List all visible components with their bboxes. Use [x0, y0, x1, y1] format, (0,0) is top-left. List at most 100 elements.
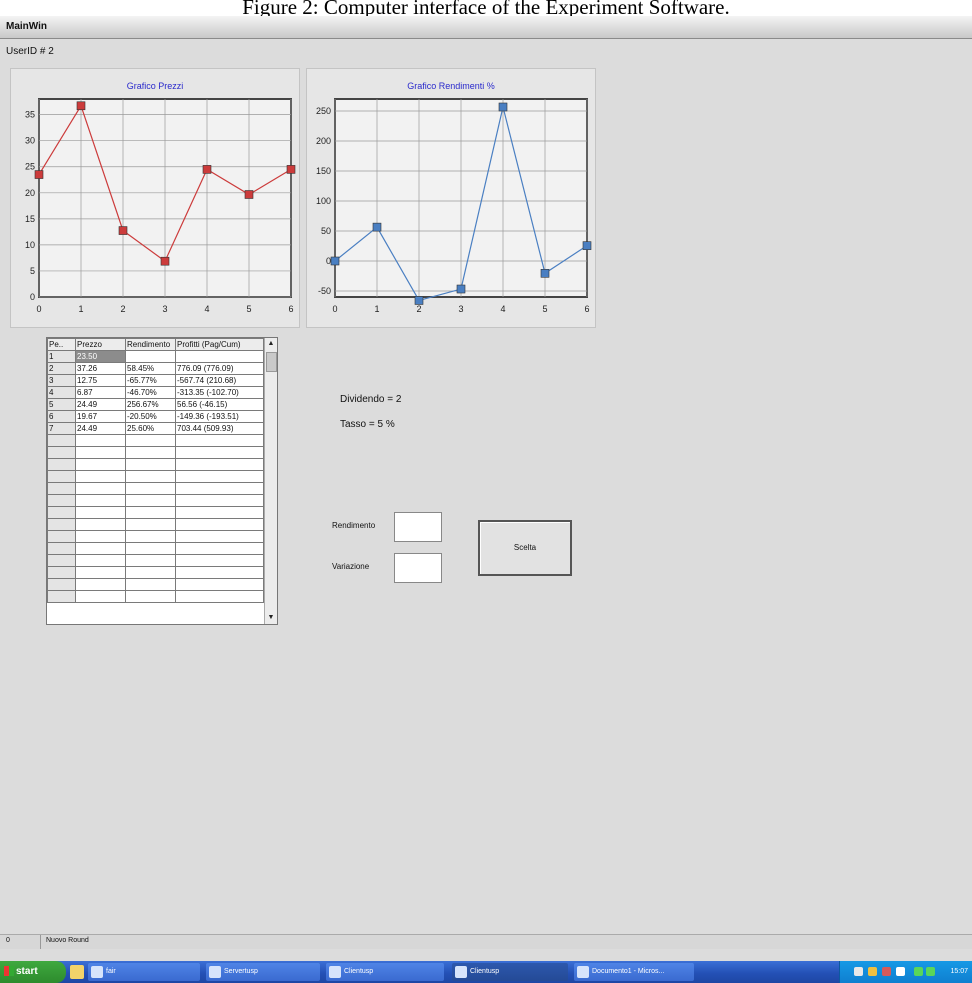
- column-header[interactable]: Rendimento: [125, 338, 176, 351]
- figure-caption: Figure 2: Computer interface of the Expe…: [242, 0, 730, 16]
- antivirus-icon[interactable]: [882, 967, 891, 976]
- empty-cell: [125, 446, 176, 459]
- variazione-input[interactable]: [394, 553, 442, 583]
- table-row[interactable]: [47, 458, 264, 471]
- rate-label: Tasso = 5 %: [340, 419, 395, 430]
- x-tick-label: 5: [246, 304, 251, 314]
- taskbar-item-servertusp[interactable]: Servertusp: [206, 963, 320, 981]
- rendimento-input[interactable]: [394, 512, 442, 542]
- start-button[interactable]: start: [0, 961, 66, 983]
- scroll-thumb[interactable]: [266, 352, 277, 372]
- empty-cell: [47, 578, 76, 591]
- table-row[interactable]: [47, 566, 264, 579]
- row-number-cell: 5: [47, 398, 76, 411]
- empty-cell: [125, 590, 176, 603]
- row-number-cell: 1: [47, 350, 76, 363]
- scroll-up-arrow-icon[interactable]: ▲: [267, 340, 275, 347]
- x-tick-label: 0: [332, 304, 337, 314]
- table-row[interactable]: 1 23.50: [47, 350, 264, 363]
- table-row[interactable]: [47, 470, 264, 483]
- data-point: [498, 102, 508, 112]
- empty-cell: [75, 458, 126, 471]
- empty-cell: [125, 506, 176, 519]
- table-row[interactable]: [47, 506, 264, 519]
- table-cell: [175, 350, 264, 363]
- empty-cell: [125, 482, 176, 495]
- table-row[interactable]: 4 6.87 -46.70% -313.35 (-102.70): [47, 386, 264, 399]
- table-row[interactable]: 5 24.49 256.67% 56.56 (-46.15): [47, 398, 264, 411]
- table-row[interactable]: 6 19.67 -20.50% -149.36 (-193.51): [47, 410, 264, 423]
- network-icon[interactable]: [854, 967, 863, 976]
- empty-cell: [175, 542, 264, 555]
- quick-launch-folder-icon[interactable]: [70, 965, 84, 979]
- empty-cell: [47, 482, 76, 495]
- security-icon[interactable]: [868, 967, 877, 976]
- table-cell: 56.56 (-46.15): [175, 398, 264, 411]
- empty-cell: [125, 458, 176, 471]
- title-bar[interactable]: MainWin: [0, 16, 972, 39]
- column-header[interactable]: Profitti (Pag/Cum): [175, 338, 264, 351]
- empty-cell: [75, 494, 126, 507]
- table-row[interactable]: [47, 578, 264, 591]
- taskbar-item-document[interactable]: Documento1 - Micros...: [574, 963, 694, 981]
- column-header[interactable]: Prezzo: [75, 338, 126, 351]
- y-tick-label: 100: [316, 196, 331, 206]
- x-tick-label: 2: [120, 304, 125, 314]
- column-header[interactable]: Pe..: [47, 338, 76, 351]
- x-tick-label: 5: [542, 304, 547, 314]
- taskbar-item-clientusp-1[interactable]: Clientusp: [326, 963, 444, 981]
- table-row[interactable]: [47, 482, 264, 495]
- table-row[interactable]: [47, 518, 264, 531]
- status-green-icon[interactable]: [914, 967, 923, 976]
- taskbar-item-fair[interactable]: fair: [88, 963, 200, 981]
- table-row[interactable]: 2 37.26 58.45% 776.09 (776.09): [47, 362, 264, 375]
- empty-cell: [125, 554, 176, 567]
- table-row[interactable]: 7 24.49 25.60% 703.44 (509.93): [47, 422, 264, 435]
- data-point: [372, 222, 382, 232]
- window-title: MainWin: [6, 21, 48, 32]
- rendimento-label: Rendimento: [332, 521, 376, 530]
- table-row[interactable]: [47, 434, 264, 447]
- empty-cell: [75, 590, 126, 603]
- table-row[interactable]: [47, 446, 264, 459]
- table-header-row: Pe.. Prezzo Rendimento Profitti (Pag/Cum): [47, 338, 264, 351]
- y-tick-label: -50: [318, 286, 331, 296]
- price-chart: Grafico Prezzi 0 5 10 15 20 25 30 35 0 1 2 3 4 5 6: [25, 81, 296, 314]
- empty-cell: [175, 590, 264, 603]
- table-row[interactable]: [47, 590, 264, 603]
- y-tick-label: 10: [25, 240, 35, 250]
- status-green-icon-2[interactable]: [926, 967, 935, 976]
- data-point: [118, 226, 128, 235]
- table-row[interactable]: [47, 542, 264, 555]
- scelta-button[interactable]: Scelta: [478, 520, 572, 576]
- empty-cell: [175, 518, 264, 531]
- empty-cell: [175, 554, 264, 567]
- table-row[interactable]: [47, 494, 264, 507]
- table-row[interactable]: [47, 530, 264, 543]
- empty-cell: [75, 482, 126, 495]
- folder-icon: [91, 966, 103, 978]
- scroll-down-arrow-icon[interactable]: ▼: [267, 614, 275, 621]
- status-bar: 0 Nuovo Round: [0, 934, 972, 949]
- x-tick-label: 1: [374, 304, 379, 314]
- empty-cell: [47, 530, 76, 543]
- table-row[interactable]: [47, 554, 264, 567]
- x-tick-label: 1: [78, 304, 83, 314]
- x-tick-label: 6: [288, 304, 293, 314]
- x-tick-label: 3: [162, 304, 167, 314]
- y-tick-label: 150: [316, 166, 331, 176]
- taskbar-item-clientusp-2[interactable]: Clientusp: [452, 963, 568, 981]
- volume-icon[interactable]: [896, 967, 905, 976]
- x-tick-label: 4: [500, 304, 505, 314]
- empty-cell: [75, 434, 126, 447]
- results-table-container: Pe.. Prezzo Rendimento Profitti (Pag/Cum) 1 2…: [46, 337, 278, 625]
- results-table: Pe.. Prezzo Rendimento Profitti (Pag/Cum) 1 2…: [47, 338, 264, 603]
- table-scrollbar[interactable]: ▲ ▼: [264, 338, 277, 624]
- empty-cell: [125, 518, 176, 531]
- table-cell: -313.35 (-102.70): [175, 386, 264, 399]
- returns-chart-panel: Grafico Rendimenti % -50 0 50 100 150 200 250 0 1…: [306, 68, 596, 328]
- windows-logo-icon: [4, 966, 14, 976]
- table-row[interactable]: 3 12.75 -65.77% -567.74 (210.68): [47, 374, 264, 387]
- empty-cell: [47, 518, 76, 531]
